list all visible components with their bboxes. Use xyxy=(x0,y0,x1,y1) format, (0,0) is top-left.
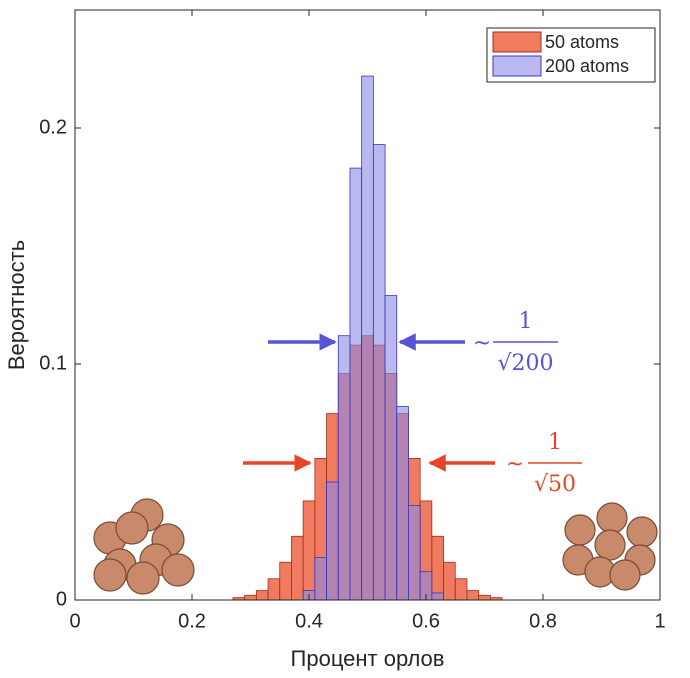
legend: 50 atoms 200 atoms xyxy=(486,27,656,83)
axes-box xyxy=(74,9,661,601)
bar xyxy=(384,295,398,601)
bar xyxy=(326,481,339,601)
coins-right xyxy=(562,502,658,591)
bar xyxy=(478,594,491,601)
bar xyxy=(314,557,327,601)
x-axis-label: Процент орлов xyxy=(291,646,445,671)
bar xyxy=(466,590,480,601)
bar xyxy=(431,535,444,601)
y-tick-label: 0.1 xyxy=(39,352,67,374)
y-axis-label: Вероятность xyxy=(4,240,29,370)
legend-swatch xyxy=(492,31,542,53)
x-tick-label: 0 xyxy=(69,610,80,632)
bar xyxy=(372,144,386,601)
legend-swatch xyxy=(492,55,542,77)
bar xyxy=(279,561,292,601)
y-tick-label: 0 xyxy=(56,588,67,610)
annotation-denominator: √50 xyxy=(534,472,576,497)
bar xyxy=(396,406,409,601)
bar xyxy=(291,535,304,601)
annotation-numerator: 1 xyxy=(519,309,533,334)
x-tick-label: 1 xyxy=(654,610,665,632)
series xyxy=(302,75,444,601)
bar xyxy=(431,592,444,601)
bar xyxy=(361,75,374,601)
bar xyxy=(408,505,421,601)
x-tick-label: 0.8 xyxy=(529,610,557,632)
x-tick-label: 0.2 xyxy=(178,610,206,632)
annotation-numerator: 1 xyxy=(548,430,562,455)
bar xyxy=(349,167,363,601)
annotation-symbol: ~ xyxy=(473,331,491,356)
y-tick-label: 0.2 xyxy=(39,116,67,138)
bar xyxy=(302,500,316,601)
bar xyxy=(267,578,281,601)
x-tick-label: 0.4 xyxy=(295,610,323,632)
legend-label: 200 atoms xyxy=(545,56,629,76)
bar xyxy=(255,590,269,601)
legend-label: 50 atoms xyxy=(545,32,619,52)
bar xyxy=(454,578,468,601)
coins-left xyxy=(93,498,195,595)
annotation-denominator: √200 xyxy=(497,351,553,376)
bar xyxy=(337,335,351,601)
bar xyxy=(244,594,257,601)
annotation-symbol: ~ xyxy=(506,452,524,477)
x-tick-label: 0.6 xyxy=(412,610,440,632)
bar xyxy=(443,561,456,601)
